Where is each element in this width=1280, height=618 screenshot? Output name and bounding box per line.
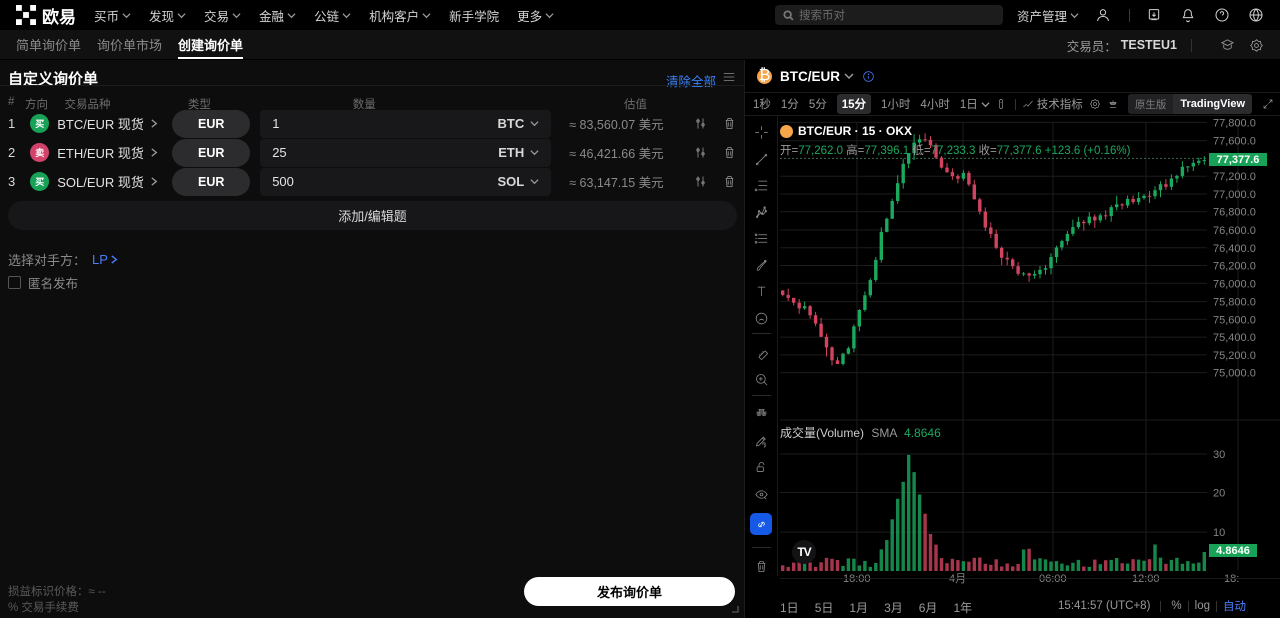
svg-text:77,200.0: 77,200.0 bbox=[1213, 171, 1256, 183]
svg-text:75,200.0: 75,200.0 bbox=[1213, 350, 1256, 362]
svg-text:76,800.0: 76,800.0 bbox=[1213, 207, 1256, 219]
svg-text:76,400.0: 76,400.0 bbox=[1213, 243, 1256, 255]
svg-text:75,800.0: 75,800.0 bbox=[1213, 297, 1256, 309]
svg-text:76,600.0: 76,600.0 bbox=[1213, 225, 1256, 237]
svg-text:75,400.0: 75,400.0 bbox=[1213, 332, 1256, 344]
svg-text:76,000.0: 76,000.0 bbox=[1213, 278, 1256, 290]
svg-text:20: 20 bbox=[1213, 488, 1225, 500]
svg-text:75,000.0: 75,000.0 bbox=[1213, 368, 1256, 380]
svg-text:77,600.0: 77,600.0 bbox=[1213, 136, 1256, 148]
svg-text:10: 10 bbox=[1213, 527, 1225, 539]
svg-text:77,000.0: 77,000.0 bbox=[1213, 189, 1256, 201]
svg-text:77,800.0: 77,800.0 bbox=[1213, 117, 1256, 129]
svg-text:76,200.0: 76,200.0 bbox=[1213, 261, 1256, 273]
svg-text:75,600.0: 75,600.0 bbox=[1213, 314, 1256, 326]
svg-text:30: 30 bbox=[1213, 449, 1225, 461]
